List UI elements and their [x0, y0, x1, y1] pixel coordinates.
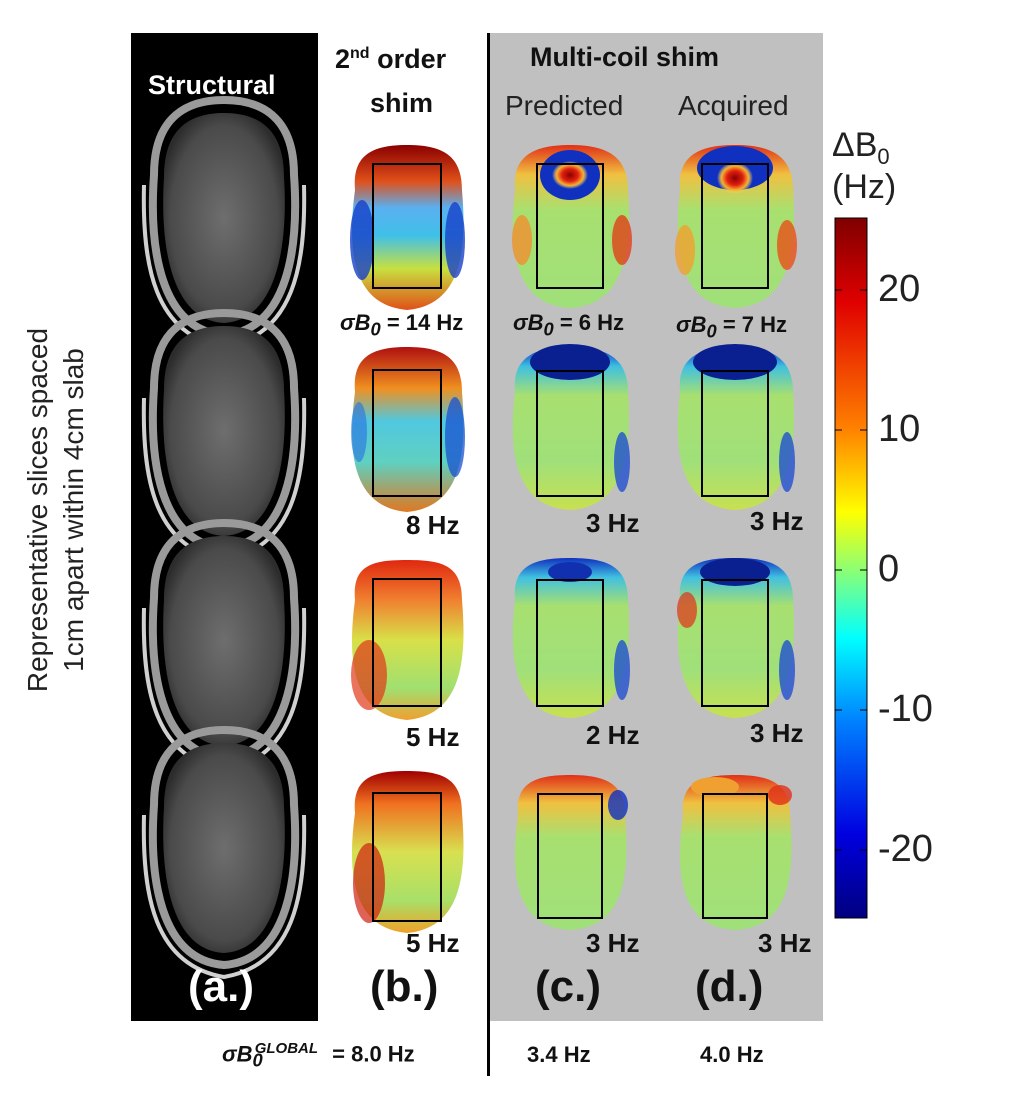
sigma-d-row1: σB0 = 7 Hz — [676, 312, 788, 342]
second-order-heading-line2: shim — [370, 88, 434, 118]
colorbar-tick-neg10: -10 — [878, 688, 933, 730]
colorbar-unit: (Hz) — [832, 168, 897, 206]
colorbar-tick-20: 20 — [878, 268, 921, 310]
sigma-c-row4: 3 Hz — [586, 928, 640, 958]
acquired-maps — [675, 145, 797, 930]
panel-label-d: (d.) — [695, 962, 764, 1011]
panel-label-a: (a.) — [188, 962, 254, 1011]
sigma-b-row2: 8 Hz — [406, 510, 460, 540]
sigma-c-row3: 2 Hz — [586, 720, 640, 750]
global-sigma-c: 3.4 Hz — [527, 1042, 591, 1067]
divider-line — [487, 33, 490, 1076]
predicted-maps — [512, 145, 632, 930]
multicoil-heading: Multi-coil shim — [530, 42, 719, 72]
structural-heading: Structural — [148, 70, 276, 100]
sigma-c-row1: σB0 = 6 Hz — [513, 310, 625, 340]
colorbar-tick-10: 10 — [878, 408, 921, 450]
acquired-heading: Acquired — [678, 90, 789, 121]
y-axis-label-line2: 1cm apart within 4cm slab — [58, 348, 89, 672]
global-sigma-b: σB0GLOBAL = 8.0 Hz — [222, 1040, 415, 1071]
second-order-maps — [350, 145, 465, 933]
sigma-b-row4: 5 Hz — [406, 928, 460, 958]
colorbar-title: ΔB0 — [832, 126, 890, 169]
colorbar — [834, 217, 868, 919]
panel-label-b: (b.) — [370, 962, 439, 1011]
predicted-heading: Predicted — [505, 90, 624, 121]
colorbar-tick-0: 0 — [878, 548, 900, 590]
sigma-b-row1: σB0 = 14 Hz — [340, 310, 464, 340]
sigma-d-row4: 3 Hz — [758, 928, 812, 958]
global-sigma-d: 4.0 Hz — [700, 1042, 764, 1067]
sigma-d-row3: 3 Hz — [750, 718, 804, 748]
panel-label-c: (c.) — [535, 962, 601, 1011]
sigma-c-row2: 3 Hz — [586, 508, 640, 538]
y-axis-label-line1: Representative slices spaced — [22, 327, 53, 693]
colorbar-tick-neg20: -20 — [878, 828, 933, 870]
y-axis-label: Representative slices spaced 1cm apart w… — [20, 230, 100, 790]
second-order-heading: 2nd order — [335, 44, 447, 74]
sigma-b-row3: 5 Hz — [406, 722, 460, 752]
sigma-d-row2: 3 Hz — [750, 506, 804, 536]
structural-slices — [141, 95, 307, 980]
